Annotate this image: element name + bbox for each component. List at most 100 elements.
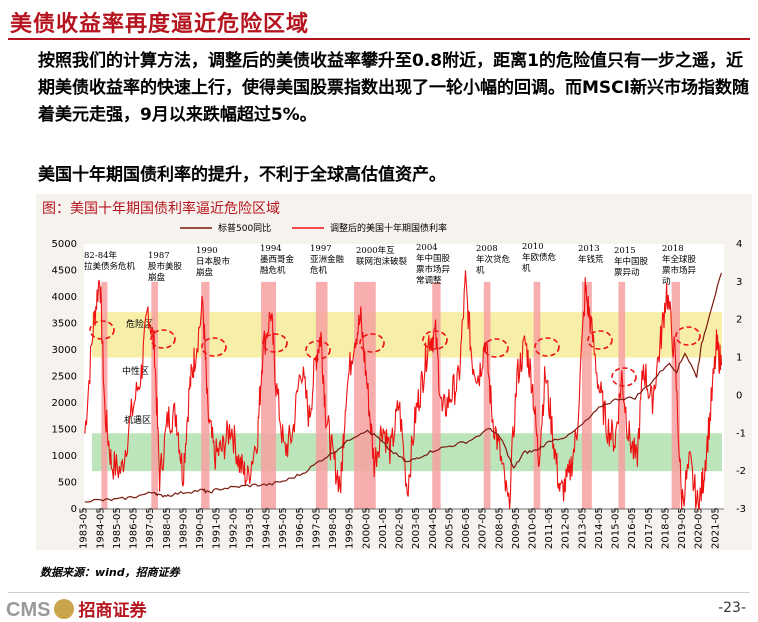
- x-tick-label: 1994-05: [262, 507, 273, 549]
- x-tick-label: 1990-05: [195, 507, 206, 549]
- company-logo: CMS 招商证券: [6, 596, 146, 622]
- body-paragraph: 按照我们的计算方法，调整后的美债收益率攀升至0.8附近，距离1的危险值只有一步之…: [38, 51, 749, 125]
- crisis-annotation: 1990: [196, 246, 218, 256]
- y-right-tick: -2: [736, 466, 746, 477]
- x-tick-label: 1992-05: [228, 507, 239, 549]
- crisis-annotation: 年全球股: [662, 254, 697, 265]
- danger-mark-circle: [483, 338, 509, 358]
- logo-chinese-name: 招商证券: [78, 601, 147, 621]
- x-tick-label: 1983-05: [79, 507, 90, 549]
- y-left-tick: 5000: [52, 239, 77, 250]
- x-tick-label: 2003-05: [411, 507, 422, 549]
- danger-mark-circle: [150, 329, 176, 349]
- crisis-annotation: 机: [522, 263, 531, 274]
- crisis-bar: [354, 281, 376, 509]
- slide-title: 美债收益率再度逼近危险区域: [10, 11, 310, 37]
- y-right-tick: 2: [736, 315, 742, 326]
- crisis-annotation: 墨西哥金: [260, 254, 295, 265]
- crisis-annotation: 票市场异: [662, 265, 697, 276]
- x-tick-label: 2010-05: [527, 507, 538, 549]
- crisis-annotation: 2018: [662, 244, 684, 254]
- crisis-bar: [581, 281, 592, 509]
- x-tick-label: 2012-05: [561, 507, 572, 549]
- x-tick-label: 2002-05: [395, 507, 406, 549]
- x-tick-label: 1995-05: [278, 507, 289, 549]
- y-left-tick: 3000: [52, 345, 77, 356]
- x-tick-label: 1989-05: [178, 507, 189, 549]
- crisis-annotation: 机: [476, 265, 485, 276]
- footer-rule: [8, 592, 750, 593]
- x-tick-label: 2020-05: [694, 507, 705, 549]
- crisis-annotation: 年钱荒: [578, 254, 604, 265]
- crisis-annotation: 崩盘: [196, 267, 214, 278]
- crisis-annotation: 2015: [614, 246, 636, 256]
- crisis-annotation: 年欧债危: [522, 252, 557, 263]
- danger-mark-circle: [422, 330, 448, 350]
- x-tick-label: 1988-05: [162, 507, 173, 549]
- danger-mark-circle: [201, 337, 227, 357]
- y-right-tick: 4: [736, 239, 742, 250]
- x-tick-label: 1987-05: [145, 507, 156, 549]
- crisis-annotation: 2000年互: [356, 245, 395, 256]
- x-tick-label: 2017-05: [644, 507, 655, 549]
- y-right-tick: 1: [736, 353, 742, 364]
- legend-label-yield: 调整后的美国十年期国债利率: [330, 222, 447, 234]
- y-left-tick: 1500: [52, 425, 77, 436]
- x-tick-label: 1984-05: [95, 507, 106, 549]
- x-tick-label: 2004-05: [428, 507, 439, 549]
- x-tick-label: 1999-05: [345, 507, 356, 549]
- crisis-bar: [261, 281, 276, 509]
- x-tick-label: 1993-05: [245, 507, 256, 549]
- y-left-tick: 2000: [52, 398, 77, 409]
- danger-mark-circle: [305, 340, 331, 360]
- x-tick-label: 2016-05: [627, 507, 638, 549]
- logo-emblem-icon: [54, 599, 75, 619]
- crisis-annotation: 拉美债务危机: [84, 261, 136, 272]
- y-left-tick: 500: [58, 478, 77, 489]
- crisis-annotation: 2010: [522, 242, 544, 252]
- crisis-annotation: 融危机: [260, 265, 286, 276]
- x-tick-label: 2009-05: [511, 507, 522, 549]
- zone-label: 危险区: [126, 318, 153, 330]
- crisis-bar: [315, 281, 328, 509]
- crisis-annotation: 动: [662, 276, 671, 287]
- x-tick-label: 2000-05: [361, 507, 372, 549]
- crisis-annotation: 年中国股: [416, 253, 451, 264]
- crisis-annotation: 1997: [310, 244, 332, 254]
- zone-band: [92, 433, 722, 472]
- crisis-annotation: 日本股市: [196, 256, 231, 267]
- x-tick-label: 2005-05: [444, 507, 455, 549]
- crisis-bar: [671, 281, 680, 509]
- crisis-annotation: 票异动: [614, 267, 640, 278]
- crisis-annotation: 亚洲金融: [310, 254, 345, 265]
- y-left-tick: 4000: [52, 292, 77, 303]
- crisis-bar: [533, 281, 541, 509]
- sp500-series-line: [84, 272, 723, 503]
- x-tick-label: 2001-05: [378, 507, 389, 549]
- x-tick-label: 1996-05: [295, 507, 306, 549]
- title-rule: [8, 38, 750, 40]
- x-tick-label: 2013-05: [577, 507, 588, 549]
- y-right-tick: -3: [736, 504, 746, 515]
- crisis-annotation: 82-84年: [84, 250, 118, 261]
- y-left-tick: 4500: [52, 266, 77, 277]
- chart-title: 图：美国十年期国债利率逼近危险区域: [42, 201, 280, 217]
- danger-mark-circle: [359, 333, 385, 353]
- crisis-bar: [151, 281, 158, 509]
- danger-mark-circle: [587, 330, 613, 350]
- danger-mark-circle: [534, 337, 560, 357]
- crisis-annotation: 股市美股: [148, 261, 183, 272]
- crisis-annotation: 1987: [148, 251, 170, 261]
- page-number: -23-: [718, 600, 746, 616]
- crisis-annotation: 1994: [260, 244, 282, 254]
- y-left-tick: 1000: [52, 451, 77, 462]
- y-left-tick: 0: [71, 504, 77, 515]
- x-tick-label: 2006-05: [461, 507, 472, 549]
- x-tick-label: 1986-05: [129, 507, 140, 549]
- x-tick-label: 2014-05: [594, 507, 605, 549]
- x-tick-label: 2007-05: [478, 507, 489, 549]
- data-source: 数据来源：wind，招商证券: [40, 566, 180, 579]
- crisis-annotation: 2004: [416, 243, 438, 253]
- zone-label: 中性区: [122, 365, 149, 377]
